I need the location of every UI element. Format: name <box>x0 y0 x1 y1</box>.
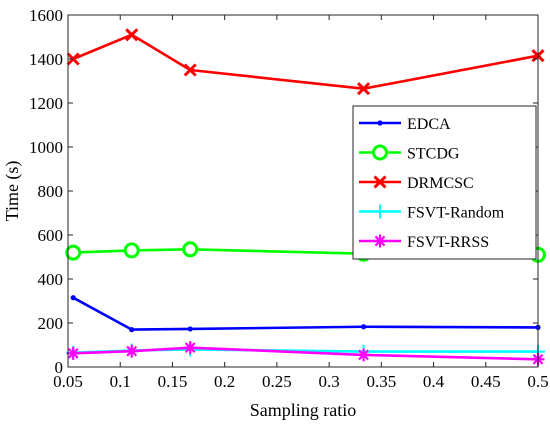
legend-item-stcdg: STCDG <box>359 144 460 163</box>
x-axis-label: Sampling ratio <box>250 400 357 420</box>
legend-item-fsvt-random: FSVT-Random <box>359 204 505 222</box>
data-point-drmcsc <box>357 82 371 96</box>
y-tick-label: 1200 <box>29 94 63 113</box>
series-line-edca <box>72 296 539 331</box>
x-tick-label: 0.05 <box>53 372 83 391</box>
legend-marker <box>373 175 387 189</box>
data-point-drmcsc <box>66 52 80 66</box>
y-tick-label: 600 <box>38 226 64 245</box>
x-tick-label: 0.1 <box>110 372 131 391</box>
x-tick-label: 0.2 <box>214 372 235 391</box>
data-point-fsvt-rrss <box>125 344 139 358</box>
data-point-stcdg <box>65 244 82 261</box>
x-tick-label: 0.35 <box>366 372 396 391</box>
data-point-edca <box>129 327 135 333</box>
data-point-fsvt-rrss <box>183 341 197 355</box>
legend-marker <box>373 234 387 248</box>
series-line-drmcsc <box>72 33 539 90</box>
x-tick-label: 0.3 <box>318 372 339 391</box>
data-point-stcdg <box>182 241 199 258</box>
x-tick-label: 0.15 <box>158 372 188 391</box>
y-tick-label: 1000 <box>29 138 63 157</box>
x-tick-label: 0.45 <box>471 372 501 391</box>
y-tick-label: 0 <box>55 358 64 377</box>
legend: EDCA STCDG DRMCSC FSVT-Random FSVT-RRSS <box>352 105 537 260</box>
legend-item-drmcsc: DRMCSC <box>359 175 474 192</box>
y-tick-label: 800 <box>38 182 64 201</box>
legend-marker <box>377 120 383 126</box>
x-tick-label: 0.25 <box>262 372 292 391</box>
legend-marker <box>373 204 387 219</box>
y-tick-label: 200 <box>38 314 64 333</box>
legend-marker <box>372 144 388 161</box>
legend-label: FSVT-Random <box>407 205 505 222</box>
x-tick-label: 0.5 <box>527 372 548 391</box>
data-point-fsvt-rrss <box>357 348 371 362</box>
x-tick-label: 0.4 <box>423 372 445 391</box>
data-point-drmcsc <box>125 28 139 42</box>
legend-label: FSVT-RRSS <box>407 234 489 251</box>
y-tick-label: 1400 <box>29 50 63 69</box>
data-point-edca <box>187 326 193 332</box>
series-drmcsc <box>66 28 545 96</box>
series-edca <box>70 295 541 333</box>
data-point-drmcsc <box>183 63 197 77</box>
ticks-layer: 0.05 0.1 0.15 0.2 0.25 0.3 0.35 0.4 0.45 0.5 0 200 4… <box>29 6 549 391</box>
y-tick-label: 400 <box>38 270 64 289</box>
data-point-edca <box>360 324 367 330</box>
data-point-stcdg <box>123 242 140 259</box>
data-point-edca <box>70 295 76 301</box>
y-axis-label: Time (s) <box>2 161 23 222</box>
legend-item-fsvt-rrss: FSVT-RRSS <box>359 234 489 251</box>
legend-item-edca: EDCA <box>359 116 451 133</box>
series-line-fsvt-rrss <box>73 346 539 361</box>
y-tick-label: 1600 <box>29 6 63 25</box>
data-point-fsvt-rrss <box>66 346 80 360</box>
legend-label: DRMCSC <box>407 175 474 192</box>
legend-label: STCDG <box>407 146 460 163</box>
series-fsvt-rrss <box>66 341 545 366</box>
legend-label: EDCA <box>407 116 451 133</box>
